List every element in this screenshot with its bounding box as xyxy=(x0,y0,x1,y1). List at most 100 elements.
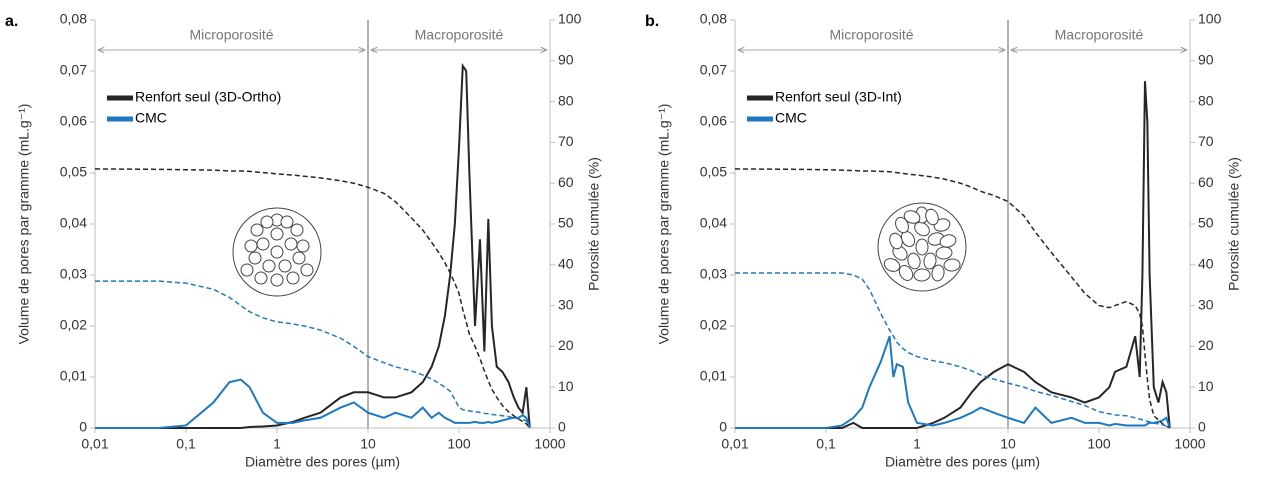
x-tick-label: 0,1 xyxy=(816,436,836,452)
y2-tick-label: 40 xyxy=(1198,256,1214,272)
y-tick-label: 0,08 xyxy=(700,11,727,27)
y2-tick-label: 60 xyxy=(558,174,574,190)
y-tick-label: 0,07 xyxy=(60,62,87,78)
x-tick-label: 100 xyxy=(447,436,471,452)
y2-tick-label: 70 xyxy=(558,133,574,149)
y-axis-label: Volume de pores par gramme (mL.g⁻¹) xyxy=(656,104,672,345)
x-tick-label: 0,1 xyxy=(176,436,196,452)
pore xyxy=(278,259,292,273)
pore xyxy=(300,263,314,277)
pore xyxy=(923,252,937,270)
pore xyxy=(907,252,921,270)
x-tick-label: 1000 xyxy=(1174,436,1205,452)
pore xyxy=(913,268,931,282)
y-tick-label: 0,03 xyxy=(60,266,87,282)
pore xyxy=(925,208,939,226)
x-tick-label: 0,01 xyxy=(81,436,108,452)
y-tick-label: 0,05 xyxy=(60,164,87,180)
x-tick-label: 1 xyxy=(913,436,921,452)
y2-axis-label: Porosité cumulée (%) xyxy=(1226,157,1242,291)
pore xyxy=(296,239,310,253)
x-axis-label: Diamètre des pores (µm) xyxy=(245,454,400,470)
cumulative-line xyxy=(734,168,1171,429)
y2-tick-label: 50 xyxy=(1198,215,1214,231)
pore xyxy=(914,221,930,237)
distribution-line xyxy=(735,81,1171,429)
y-tick-label: 0,08 xyxy=(60,11,87,27)
y2-tick-label: 80 xyxy=(558,92,574,108)
region-label: Macroporosité xyxy=(415,27,504,43)
y2-tick-label: 40 xyxy=(558,256,574,272)
legend-label: CMC xyxy=(135,110,167,126)
pore xyxy=(889,232,903,250)
y-tick-label: 0,01 xyxy=(60,368,87,384)
y-tick-label: 0,05 xyxy=(700,164,727,180)
y2-tick-label: 80 xyxy=(1198,92,1214,108)
pore xyxy=(250,223,264,237)
x-tick-label: 100 xyxy=(1087,436,1111,452)
region-label: Microporosité xyxy=(829,27,913,43)
y-tick-label: 0,01 xyxy=(700,368,727,384)
distribution-line xyxy=(95,62,531,429)
y2-tick-label: 50 xyxy=(558,215,574,231)
region-label: Microporosité xyxy=(189,27,273,43)
pore xyxy=(284,237,298,251)
pore xyxy=(248,251,262,265)
pore xyxy=(244,239,258,253)
y-tick-label: 0,06 xyxy=(700,113,727,129)
pore xyxy=(883,258,901,272)
y-tick-label: 0,04 xyxy=(700,215,727,231)
pore xyxy=(270,273,284,287)
pore xyxy=(915,238,929,256)
pore xyxy=(292,251,306,265)
y-tick-label: 0,02 xyxy=(60,317,87,333)
pore xyxy=(254,271,268,285)
pore xyxy=(270,245,284,259)
x-tick-label: 10 xyxy=(1000,436,1016,452)
cumulative-line xyxy=(735,272,1171,429)
y-tick-label: 0 xyxy=(719,419,727,435)
panel-label: a. xyxy=(5,13,18,30)
y2-tick-label: 60 xyxy=(1198,174,1214,190)
pore xyxy=(270,227,284,241)
pore xyxy=(903,210,921,224)
region-label: Macroporosité xyxy=(1055,27,1144,43)
y2-tick-label: 10 xyxy=(558,378,574,394)
pore xyxy=(290,223,304,237)
pore xyxy=(260,215,274,229)
y2-tick-label: 30 xyxy=(1198,296,1214,312)
y-tick-label: 0,02 xyxy=(700,317,727,333)
y2-tick-label: 20 xyxy=(558,337,574,353)
pore xyxy=(240,263,254,277)
y-axis-label: Volume de pores par gramme (mL.g⁻¹) xyxy=(16,104,32,345)
pore xyxy=(931,264,945,282)
x-tick-label: 1 xyxy=(273,436,281,452)
y-tick-label: 0,06 xyxy=(60,113,87,129)
y2-tick-label: 0 xyxy=(1198,419,1206,435)
pore xyxy=(935,246,953,260)
y2-tick-label: 0 xyxy=(558,419,566,435)
legend-label: CMC xyxy=(775,110,807,126)
pore xyxy=(262,259,276,273)
y2-tick-label: 30 xyxy=(558,296,574,312)
pore xyxy=(286,271,300,285)
pore xyxy=(939,234,957,248)
y2-tick-label: 70 xyxy=(1198,133,1214,149)
y-tick-label: 0,04 xyxy=(60,215,87,231)
cumulative-line xyxy=(94,168,531,429)
y2-tick-label: 100 xyxy=(1198,11,1222,27)
pore xyxy=(280,215,294,229)
distribution-line xyxy=(735,335,1171,429)
pore xyxy=(943,258,961,272)
pore xyxy=(256,237,270,251)
y2-tick-label: 100 xyxy=(558,11,582,27)
panel-label: b. xyxy=(645,13,659,30)
y-tick-label: 0,07 xyxy=(700,62,727,78)
y-tick-label: 0 xyxy=(79,419,87,435)
y-tick-label: 0,03 xyxy=(700,266,727,282)
distribution-line xyxy=(95,378,531,429)
x-axis-label: Diamètre des pores (µm) xyxy=(885,454,1040,470)
legend-label: Renfort seul (3D-Int) xyxy=(775,89,902,105)
legend-label: Renfort seul (3D-Ortho) xyxy=(135,89,281,105)
